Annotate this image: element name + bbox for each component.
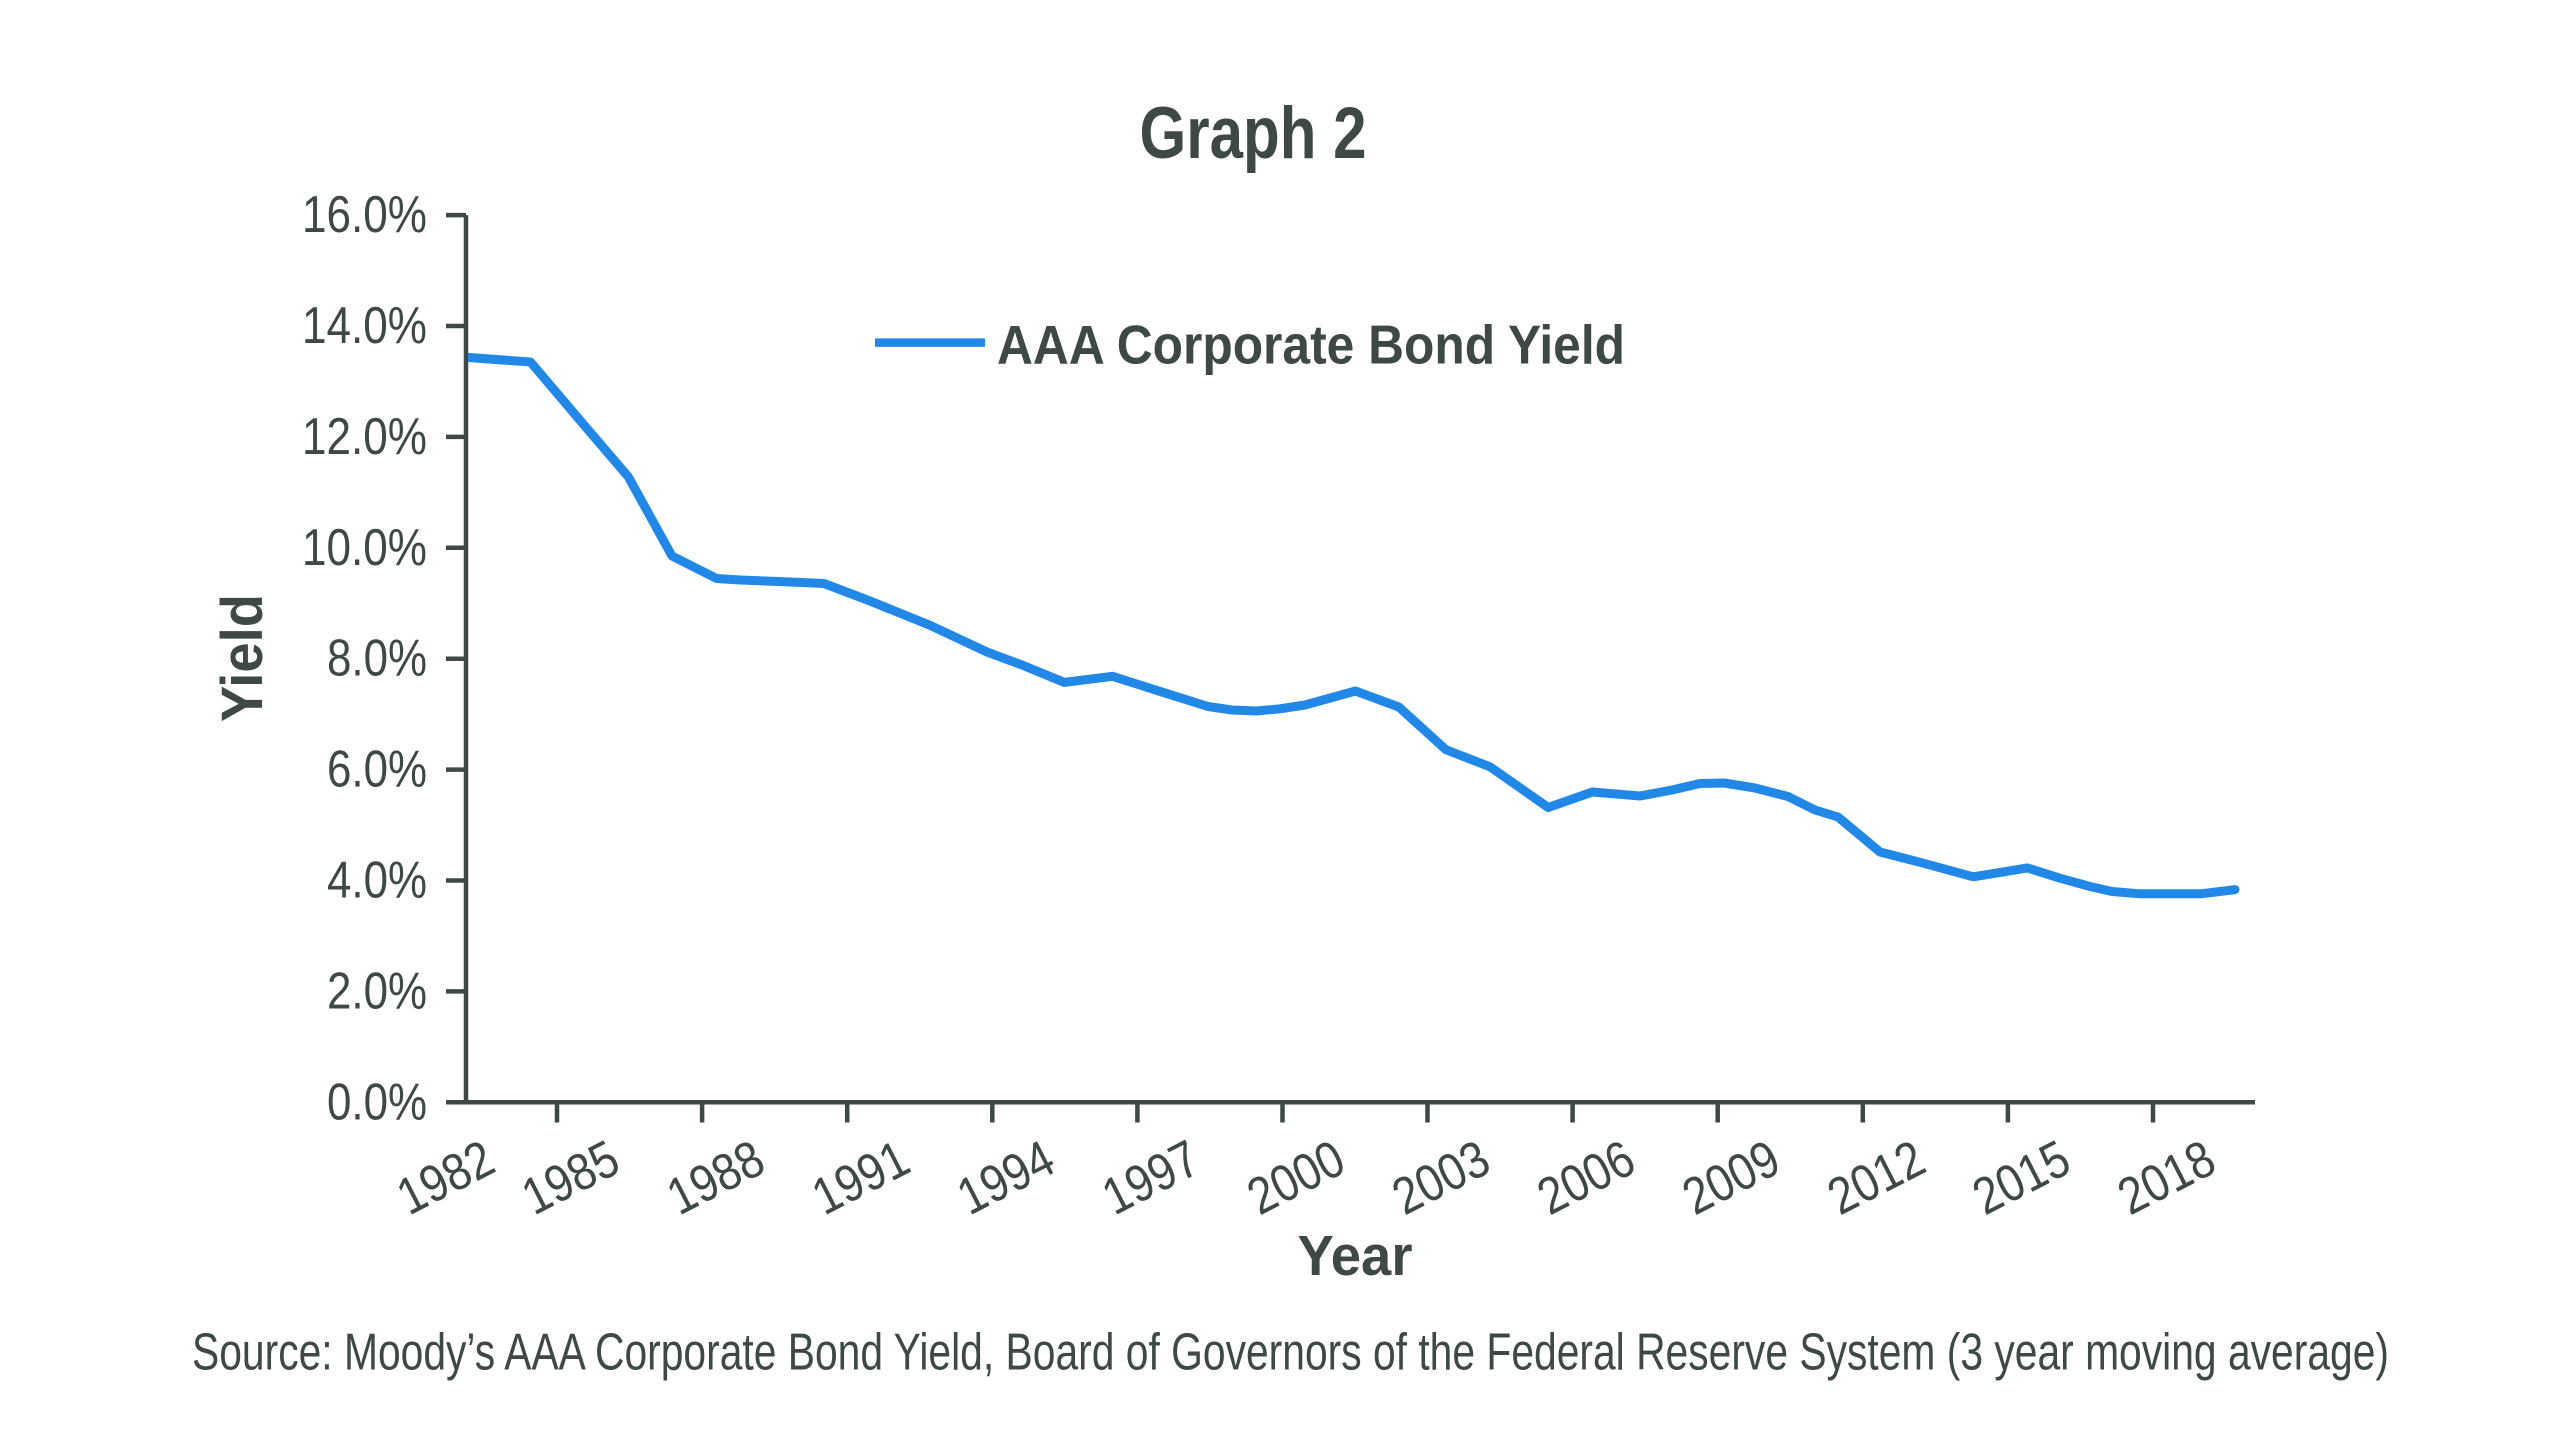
svg-text:0.0%: 0.0% [327, 1073, 427, 1131]
svg-text:4.0%: 4.0% [327, 852, 427, 910]
svg-text:AAA Corporate Bond Yield: AAA Corporate Bond Yield [997, 314, 1625, 376]
svg-text:14.0%: 14.0% [302, 297, 427, 355]
svg-text:12.0%: 12.0% [302, 408, 427, 466]
svg-text:Year: Year [1298, 1224, 1413, 1288]
svg-text:Source: Moody’s AAA Corporate: Source: Moody’s AAA Corporate Bond Yield… [192, 1324, 2389, 1382]
svg-text:Graph 2: Graph 2 [1140, 93, 1367, 174]
svg-text:10.0%: 10.0% [302, 519, 427, 577]
svg-text:Yield: Yield [210, 594, 275, 722]
svg-text:8.0%: 8.0% [327, 630, 427, 688]
svg-text:16.0%: 16.0% [302, 186, 427, 244]
svg-text:2.0%: 2.0% [327, 962, 427, 1020]
svg-text:6.0%: 6.0% [327, 741, 427, 799]
